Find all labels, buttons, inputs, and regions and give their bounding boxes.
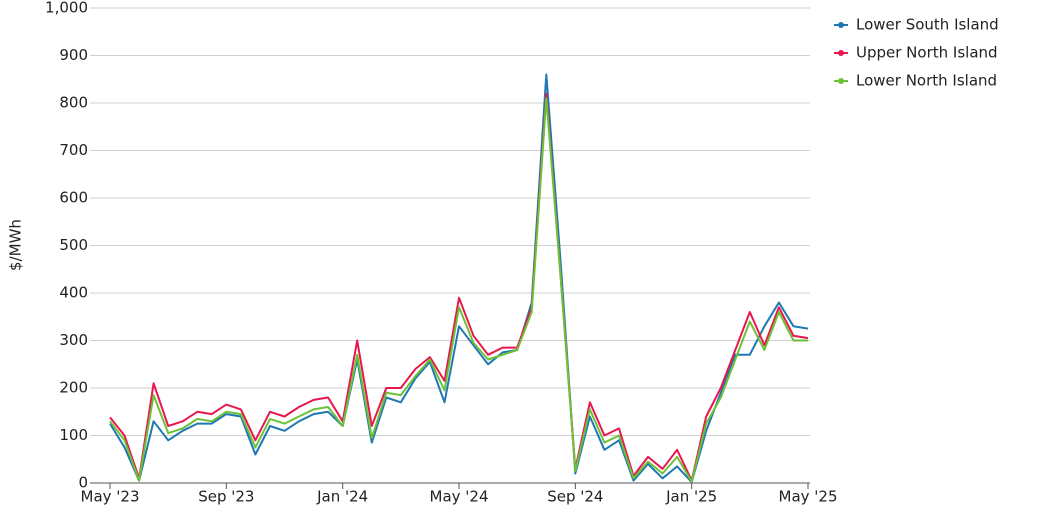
y-tick-label: 700 xyxy=(59,141,88,159)
y-tick-label: 900 xyxy=(59,46,88,64)
y-axis-label: $/MWh xyxy=(7,219,25,271)
legend-marker xyxy=(838,50,844,56)
legend-marker xyxy=(838,78,844,84)
y-tick-label: 1,000 xyxy=(45,0,88,17)
legend-label: Lower North Island xyxy=(856,72,997,90)
x-tick-label: May '24 xyxy=(430,488,489,506)
x-tick-label: Sep '24 xyxy=(547,488,603,506)
y-tick-label: 800 xyxy=(59,94,88,112)
legend-label: Lower South Island xyxy=(856,16,999,34)
x-tick-label: Jan '25 xyxy=(665,488,717,506)
series-line xyxy=(109,97,808,483)
y-tick-label: 400 xyxy=(59,284,88,302)
y-tick-label: 0 xyxy=(78,474,88,492)
x-tick-label: May '23 xyxy=(81,488,140,506)
x-tick-label: Jan '24 xyxy=(316,488,368,506)
legend-label: Upper North Island xyxy=(856,44,998,62)
y-tick-label: 200 xyxy=(59,379,88,397)
y-tick-label: 600 xyxy=(59,189,88,207)
legend-marker xyxy=(838,22,844,28)
series-line xyxy=(109,73,809,484)
y-tick-label: 500 xyxy=(59,236,88,254)
y-tick-label: 300 xyxy=(59,331,88,349)
x-tick-label: May '25 xyxy=(779,488,838,506)
x-tick-label: Sep '23 xyxy=(198,488,254,506)
y-tick-label: 100 xyxy=(59,426,88,444)
